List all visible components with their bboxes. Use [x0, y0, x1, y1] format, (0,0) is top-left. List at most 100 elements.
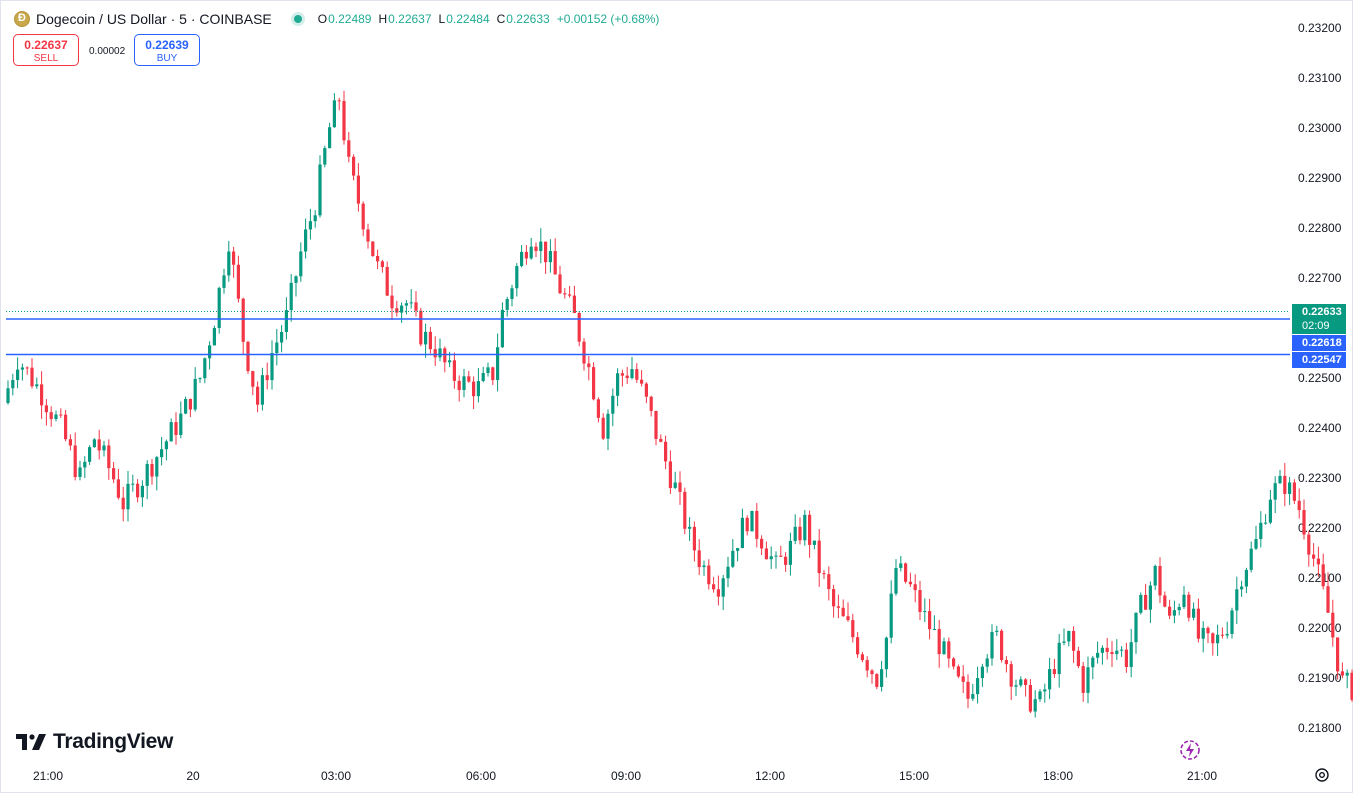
candle-body [1244, 569, 1248, 587]
candle-body [452, 360, 456, 381]
candle-body [1283, 475, 1287, 494]
candle-body [64, 414, 68, 440]
candle-body [928, 611, 932, 630]
candle-body [664, 441, 668, 462]
buy-price: 0.22639 [145, 38, 189, 52]
candle-body [956, 666, 960, 677]
candle-body [1268, 499, 1272, 523]
candle-body [1153, 565, 1157, 586]
candle-body [856, 637, 860, 655]
candle-body [467, 376, 471, 382]
candle-body [188, 398, 192, 410]
candle-body [1254, 539, 1258, 549]
candle-body [1206, 627, 1210, 634]
candle-body [433, 349, 437, 358]
replay-lightning-icon[interactable] [1177, 737, 1203, 763]
candle-body [1124, 649, 1128, 668]
candle-body [1316, 558, 1320, 565]
candle-body [1086, 667, 1090, 693]
candle-body [294, 276, 298, 283]
candle-body [582, 341, 586, 364]
candle-body [131, 483, 135, 485]
candle-body [1240, 586, 1244, 590]
candle-body [318, 164, 322, 216]
candle-body [851, 620, 855, 638]
candle-body [1225, 633, 1229, 636]
candle-body [1192, 608, 1196, 618]
candle-body [491, 367, 495, 381]
candle-body [284, 310, 288, 332]
candle-body [1177, 606, 1181, 611]
candle-body [1004, 660, 1008, 665]
candle-body [1163, 595, 1167, 607]
candle-body [860, 654, 864, 661]
x-axis-tick-label: 12:00 [755, 769, 785, 783]
sell-button[interactable]: 0.22637 SELL [13, 34, 79, 66]
tradingview-logo-icon [16, 734, 46, 750]
x-axis-tick-label: 20 [186, 769, 200, 783]
candle-body [716, 589, 720, 597]
candle-body [947, 641, 951, 659]
candle-body [563, 293, 567, 295]
candle-body [908, 581, 912, 585]
candle-body [889, 593, 893, 638]
candle-body [688, 526, 692, 529]
candle-body [1172, 610, 1176, 616]
candle-body [275, 342, 279, 354]
dogecoin-icon [14, 11, 30, 27]
symbol-title[interactable]: Dogecoin / US Dollar · 5 · COINBASE [36, 11, 272, 27]
symbol-header: Dogecoin / US Dollar · 5 · COINBASE O0.2… [14, 9, 659, 29]
x-axis-tick-label: 18:00 [1043, 769, 1073, 783]
candle-body [630, 369, 634, 379]
candle-body [750, 510, 754, 532]
y-axis-tick-label: 0.23100 [1298, 71, 1342, 85]
candle-body [942, 641, 946, 655]
y-axis-tick-label: 0.21900 [1298, 671, 1342, 685]
x-axis-tick-label: 21:00 [33, 769, 63, 783]
candle-body [841, 607, 845, 617]
candle-body [112, 468, 116, 480]
candle-body [1307, 534, 1311, 555]
candle-body [140, 485, 144, 498]
candle-body [510, 288, 514, 300]
candle-body [745, 517, 749, 532]
candle-body [6, 388, 10, 403]
candle-body [68, 439, 72, 446]
candle-body [419, 310, 423, 345]
candle-body [40, 384, 44, 406]
candle-body [784, 556, 788, 565]
settings-gear-icon[interactable] [1313, 766, 1331, 784]
candle-body [1302, 510, 1306, 535]
candle-body [97, 439, 101, 451]
candle-body [102, 445, 106, 451]
candle-body [654, 410, 658, 439]
candle-body [894, 567, 898, 594]
candle-body [414, 302, 418, 311]
candle-body [1120, 649, 1124, 651]
candle-body [1048, 669, 1052, 690]
candle-body [184, 398, 188, 414]
candle-body [1139, 594, 1143, 613]
candle-body [726, 566, 730, 579]
candle-body [1144, 594, 1148, 610]
candle-body [1100, 647, 1104, 653]
candle-body [1196, 608, 1200, 639]
candle-body [1230, 610, 1234, 634]
candle-body [620, 373, 624, 376]
tradingview-logo[interactable]: TradingView [16, 730, 173, 754]
candle-body [971, 694, 975, 699]
candle-body [1052, 669, 1056, 675]
candle-body [1028, 685, 1032, 712]
candle-body [1220, 634, 1224, 636]
candle-body [1168, 606, 1172, 616]
candle-body [59, 414, 63, 416]
candle-body [457, 380, 461, 391]
candle-body [808, 514, 812, 545]
candle-body [232, 251, 236, 265]
low-label: L [438, 12, 446, 26]
candle-body [1129, 642, 1133, 668]
buy-button[interactable]: 0.22639 BUY [134, 34, 200, 66]
candle-body [1297, 500, 1301, 511]
candle-body [740, 517, 744, 549]
